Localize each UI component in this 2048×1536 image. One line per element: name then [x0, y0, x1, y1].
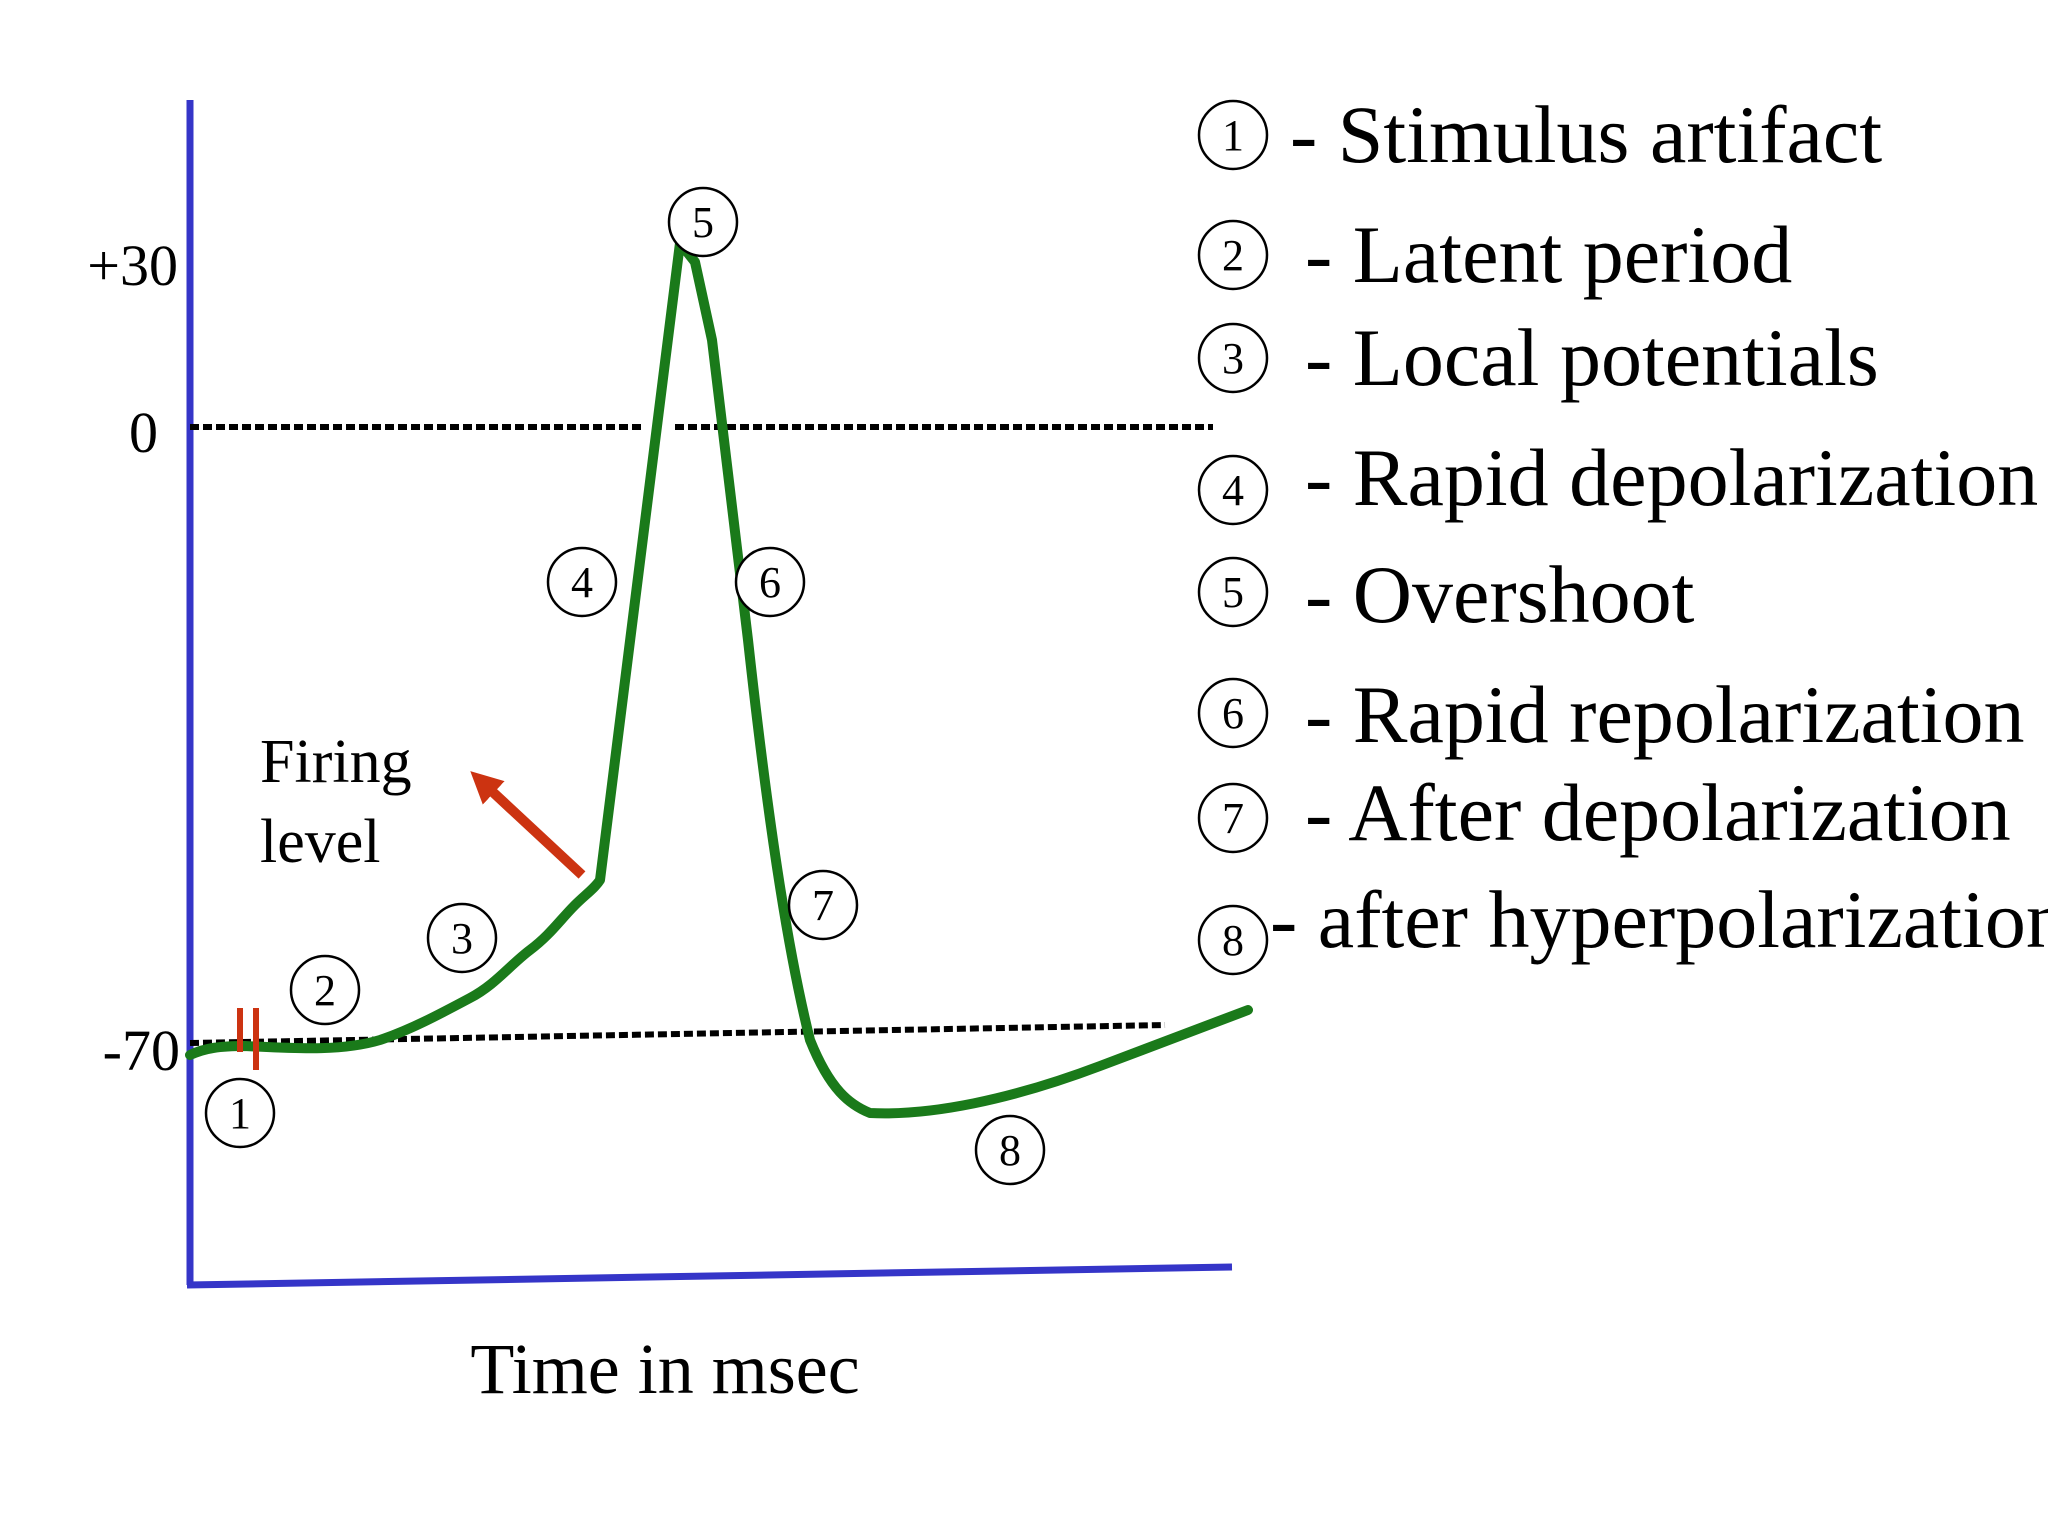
svg-text:- Latent period: - Latent period [1305, 209, 1792, 300]
legend-item-5: 5 - Overshoot [1197, 549, 1695, 640]
svg-text:- Rapid repolarization: - Rapid repolarization [1305, 669, 2025, 760]
svg-text:- Local potentials: - Local potentials [1305, 312, 1879, 403]
svg-text:2: 2 [314, 966, 336, 1015]
legend-item-6: 6 - Rapid repolarization [1197, 669, 2025, 760]
marker-1: 1 [204, 1077, 276, 1149]
x-axis [186, 1263, 1233, 1289]
svg-text:- Rapid depolarization: - Rapid depolarization [1305, 432, 2038, 523]
marker-6: 6 [734, 546, 806, 618]
svg-text:3: 3 [451, 914, 473, 963]
resting-potential-reference-line [189, 1022, 1166, 1046]
marker-4: 4 [546, 546, 618, 618]
svg-text:7: 7 [812, 881, 834, 930]
svg-text:6: 6 [1222, 689, 1244, 738]
y-tick-label-minus70: -70 [103, 1018, 180, 1083]
marker-5: 5 [667, 186, 739, 258]
svg-text:- after hyperpolarization: - after hyperpolarization [1270, 874, 2048, 965]
y-tick-label-0: 0 [129, 400, 158, 465]
svg-text:5: 5 [692, 198, 714, 247]
svg-text:- Overshoot: - Overshoot [1305, 549, 1695, 640]
firing-level-label-line1: Firing [260, 728, 412, 796]
svg-text:1: 1 [229, 1089, 251, 1138]
svg-text:4: 4 [1222, 466, 1244, 515]
svg-text:8: 8 [1222, 916, 1244, 965]
marker-3: 3 [426, 902, 498, 974]
svg-text:2: 2 [1222, 231, 1244, 280]
legend-item-1: 1 - Stimulus artifact [1197, 89, 1882, 180]
svg-text:- Stimulus artifact: - Stimulus artifact [1290, 89, 1882, 180]
legend-item-4: 4 - Rapid depolarization [1197, 432, 2038, 526]
legend: 1 - Stimulus artifact 2 - Latent period … [1197, 89, 2048, 976]
svg-text:4: 4 [571, 558, 593, 607]
svg-text:5: 5 [1222, 568, 1244, 617]
firing-level-arrow [470, 771, 586, 879]
firing-level-label-line2: level [260, 808, 381, 876]
svg-text:3: 3 [1222, 334, 1244, 383]
svg-text:7: 7 [1222, 794, 1244, 843]
legend-item-8: 8 - after hyperpolarization [1197, 874, 2048, 976]
legend-item-2: 2 - Latent period [1197, 209, 1792, 300]
svg-text:6: 6 [759, 558, 781, 607]
marker-2: 2 [289, 954, 361, 1026]
svg-text:- After depolarization: - After depolarization [1305, 767, 2011, 858]
action-potential-trace [185, 238, 1253, 1119]
marker-7: 7 [787, 869, 859, 941]
legend-item-7: 7 - After depolarization [1197, 767, 2011, 858]
x-axis-label: Time in msec [470, 1329, 859, 1409]
svg-text:8: 8 [999, 1126, 1021, 1175]
y-tick-label-plus30: +30 [87, 233, 178, 298]
svg-text:1: 1 [1222, 111, 1244, 160]
legend-item-3: 3 - Local potentials [1197, 312, 1879, 403]
marker-8: 8 [974, 1114, 1046, 1186]
